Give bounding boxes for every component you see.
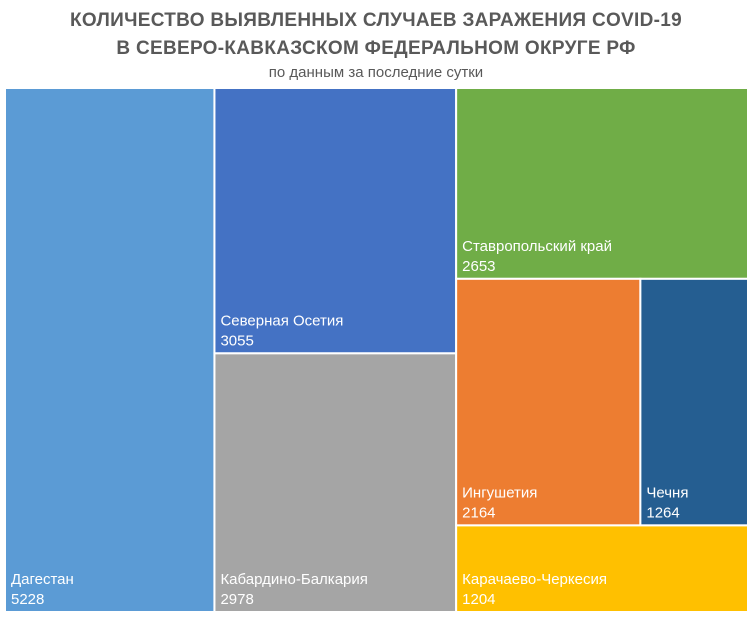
chart-title-line1: КОЛИЧЕСТВО ВЫЯВЛЕННЫХ СЛУЧАЕВ ЗАРАЖЕНИЯ … [70, 10, 682, 31]
treemap-rect-cell-0 [4, 87, 216, 613]
treemap-label-cell-0: Дагестан [11, 571, 74, 588]
treemap-value-cell-3: 2653 [462, 258, 495, 275]
treemap-label-cell-6: Карачаево-Черкесия [462, 571, 607, 588]
treemap-label-cell-1: Северная Осетия [220, 312, 343, 329]
treemap-label-cell-5: Чечня [646, 484, 688, 501]
treemap-label-cell-3: Ставропольский край [462, 238, 612, 255]
treemap-value-cell-0: 5228 [11, 591, 44, 608]
treemap-rect-cell-3 [455, 87, 749, 280]
treemap-label-cell-2: Кабардино-Балкария [220, 571, 367, 588]
treemap-label-cell-4: Ингушетия [462, 484, 537, 501]
treemap-value-cell-4: 2164 [462, 504, 495, 521]
treemap-rect-cell-4 [455, 277, 642, 527]
treemap-value-cell-1: 3055 [220, 332, 253, 349]
treemap-rect-cell-5 [639, 277, 749, 527]
treemap-value-cell-5: 1264 [646, 504, 679, 521]
chart-subtitle: по данным за последние сутки [268, 64, 484, 81]
treemap-value-cell-2: 2978 [220, 591, 253, 608]
treemap-value-cell-6: 1204 [462, 591, 495, 608]
chart-title-line2: В СЕВЕРО-КАВКАЗСКОМ ФЕДЕРАЛЬНОМ ОКРУГЕ Р… [116, 38, 636, 59]
treemap-rect-cell-1 [213, 87, 458, 355]
treemap-rect-cell-6 [455, 524, 749, 614]
treemap-rect-cell-2 [213, 352, 458, 613]
